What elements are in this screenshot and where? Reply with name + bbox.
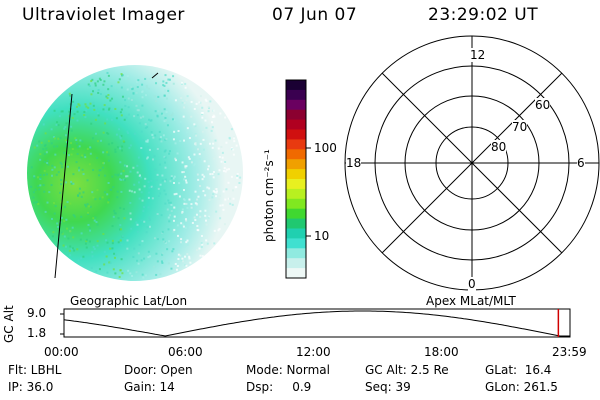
timeline-xtick-0600: 06:00 (168, 345, 203, 359)
colorbar-tick-10: 10 (314, 229, 330, 243)
door-info: Door: Open (124, 363, 193, 377)
gcalt-info: GC Alt: 2.5 Re (365, 363, 449, 377)
mlt-label-12: 12 (470, 48, 486, 62)
filter-info: Flt: LBHL (8, 363, 62, 377)
colorbar-tick-100: 100 (314, 141, 337, 155)
timeline-xtick-2359: 23:59 (552, 345, 587, 359)
glon-info: GLon: 261.5 (485, 380, 558, 394)
timeline-xtick-0000: 00:00 (44, 345, 79, 359)
mlt-label-0: 0 (468, 277, 476, 291)
geographic-label: Geographic Lat/Lon (70, 294, 188, 308)
lat-label-70: 70 (512, 120, 528, 134)
gain-info: Gain: 14 (124, 380, 175, 394)
lat-label-60: 60 (535, 98, 551, 112)
mlt-label-6: 6 (577, 156, 585, 170)
earth-disc (27, 65, 243, 281)
seq-info: Seq: 39 (365, 380, 411, 394)
ip-info: IP: 36.0 (8, 380, 54, 394)
lat-label-80: 80 (491, 140, 507, 154)
timeline-ylabel: GC Alt (2, 305, 16, 343)
terminator-line (54, 93, 73, 279)
time-label: 23:29:02 UT (428, 5, 539, 25)
mode-info: Mode: Normal (246, 363, 330, 377)
timeline-xtick-1200: 12:00 (296, 345, 331, 359)
timeline-ytick-1: 1.8 (27, 326, 47, 340)
instrument-title: Ultraviolet Imager (22, 5, 185, 25)
timeline-ytick-9: 9.0 (27, 306, 47, 320)
glat-info: GLat: 16.4 (485, 363, 552, 377)
dsp-info: Dsp: 0.9 (246, 380, 312, 394)
mlt-label-18: 18 (346, 156, 362, 170)
apex-label: Apex MLat/MLT (426, 294, 516, 308)
timeline-xtick-1800: 18:00 (424, 345, 459, 359)
date-label: 07 Jun 07 (272, 5, 358, 25)
